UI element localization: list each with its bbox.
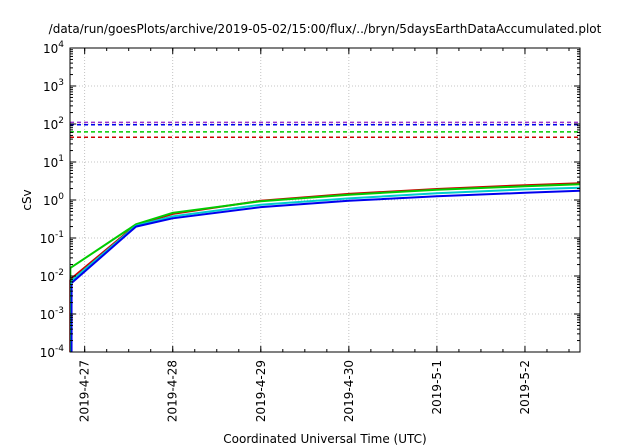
x-axis: 2019-4-27 2019-4-28 2019-4-29 2019-4-30 2019… [78,48,570,422]
x-tick-label: 2019-4-30 [342,360,356,422]
x-tick-label: 2019-5-2 [518,360,532,414]
chart-title: /data/run/goesPlots/archive/2019-05-02/1… [49,22,602,36]
series-line-2 [69,183,581,270]
x-axis-label: Coordinated Universal Time (UTC) [223,432,426,446]
x-tick-label: 2019-5-1 [430,360,444,414]
series-group [69,121,581,352]
series-line-4 [69,189,581,286]
x-tick-label: 2019-4-28 [166,360,180,422]
x-tick-label: 2019-4-29 [254,360,268,422]
y-axis-label: cSv [20,189,34,210]
x-tick-label: 2019-4-27 [78,360,92,422]
